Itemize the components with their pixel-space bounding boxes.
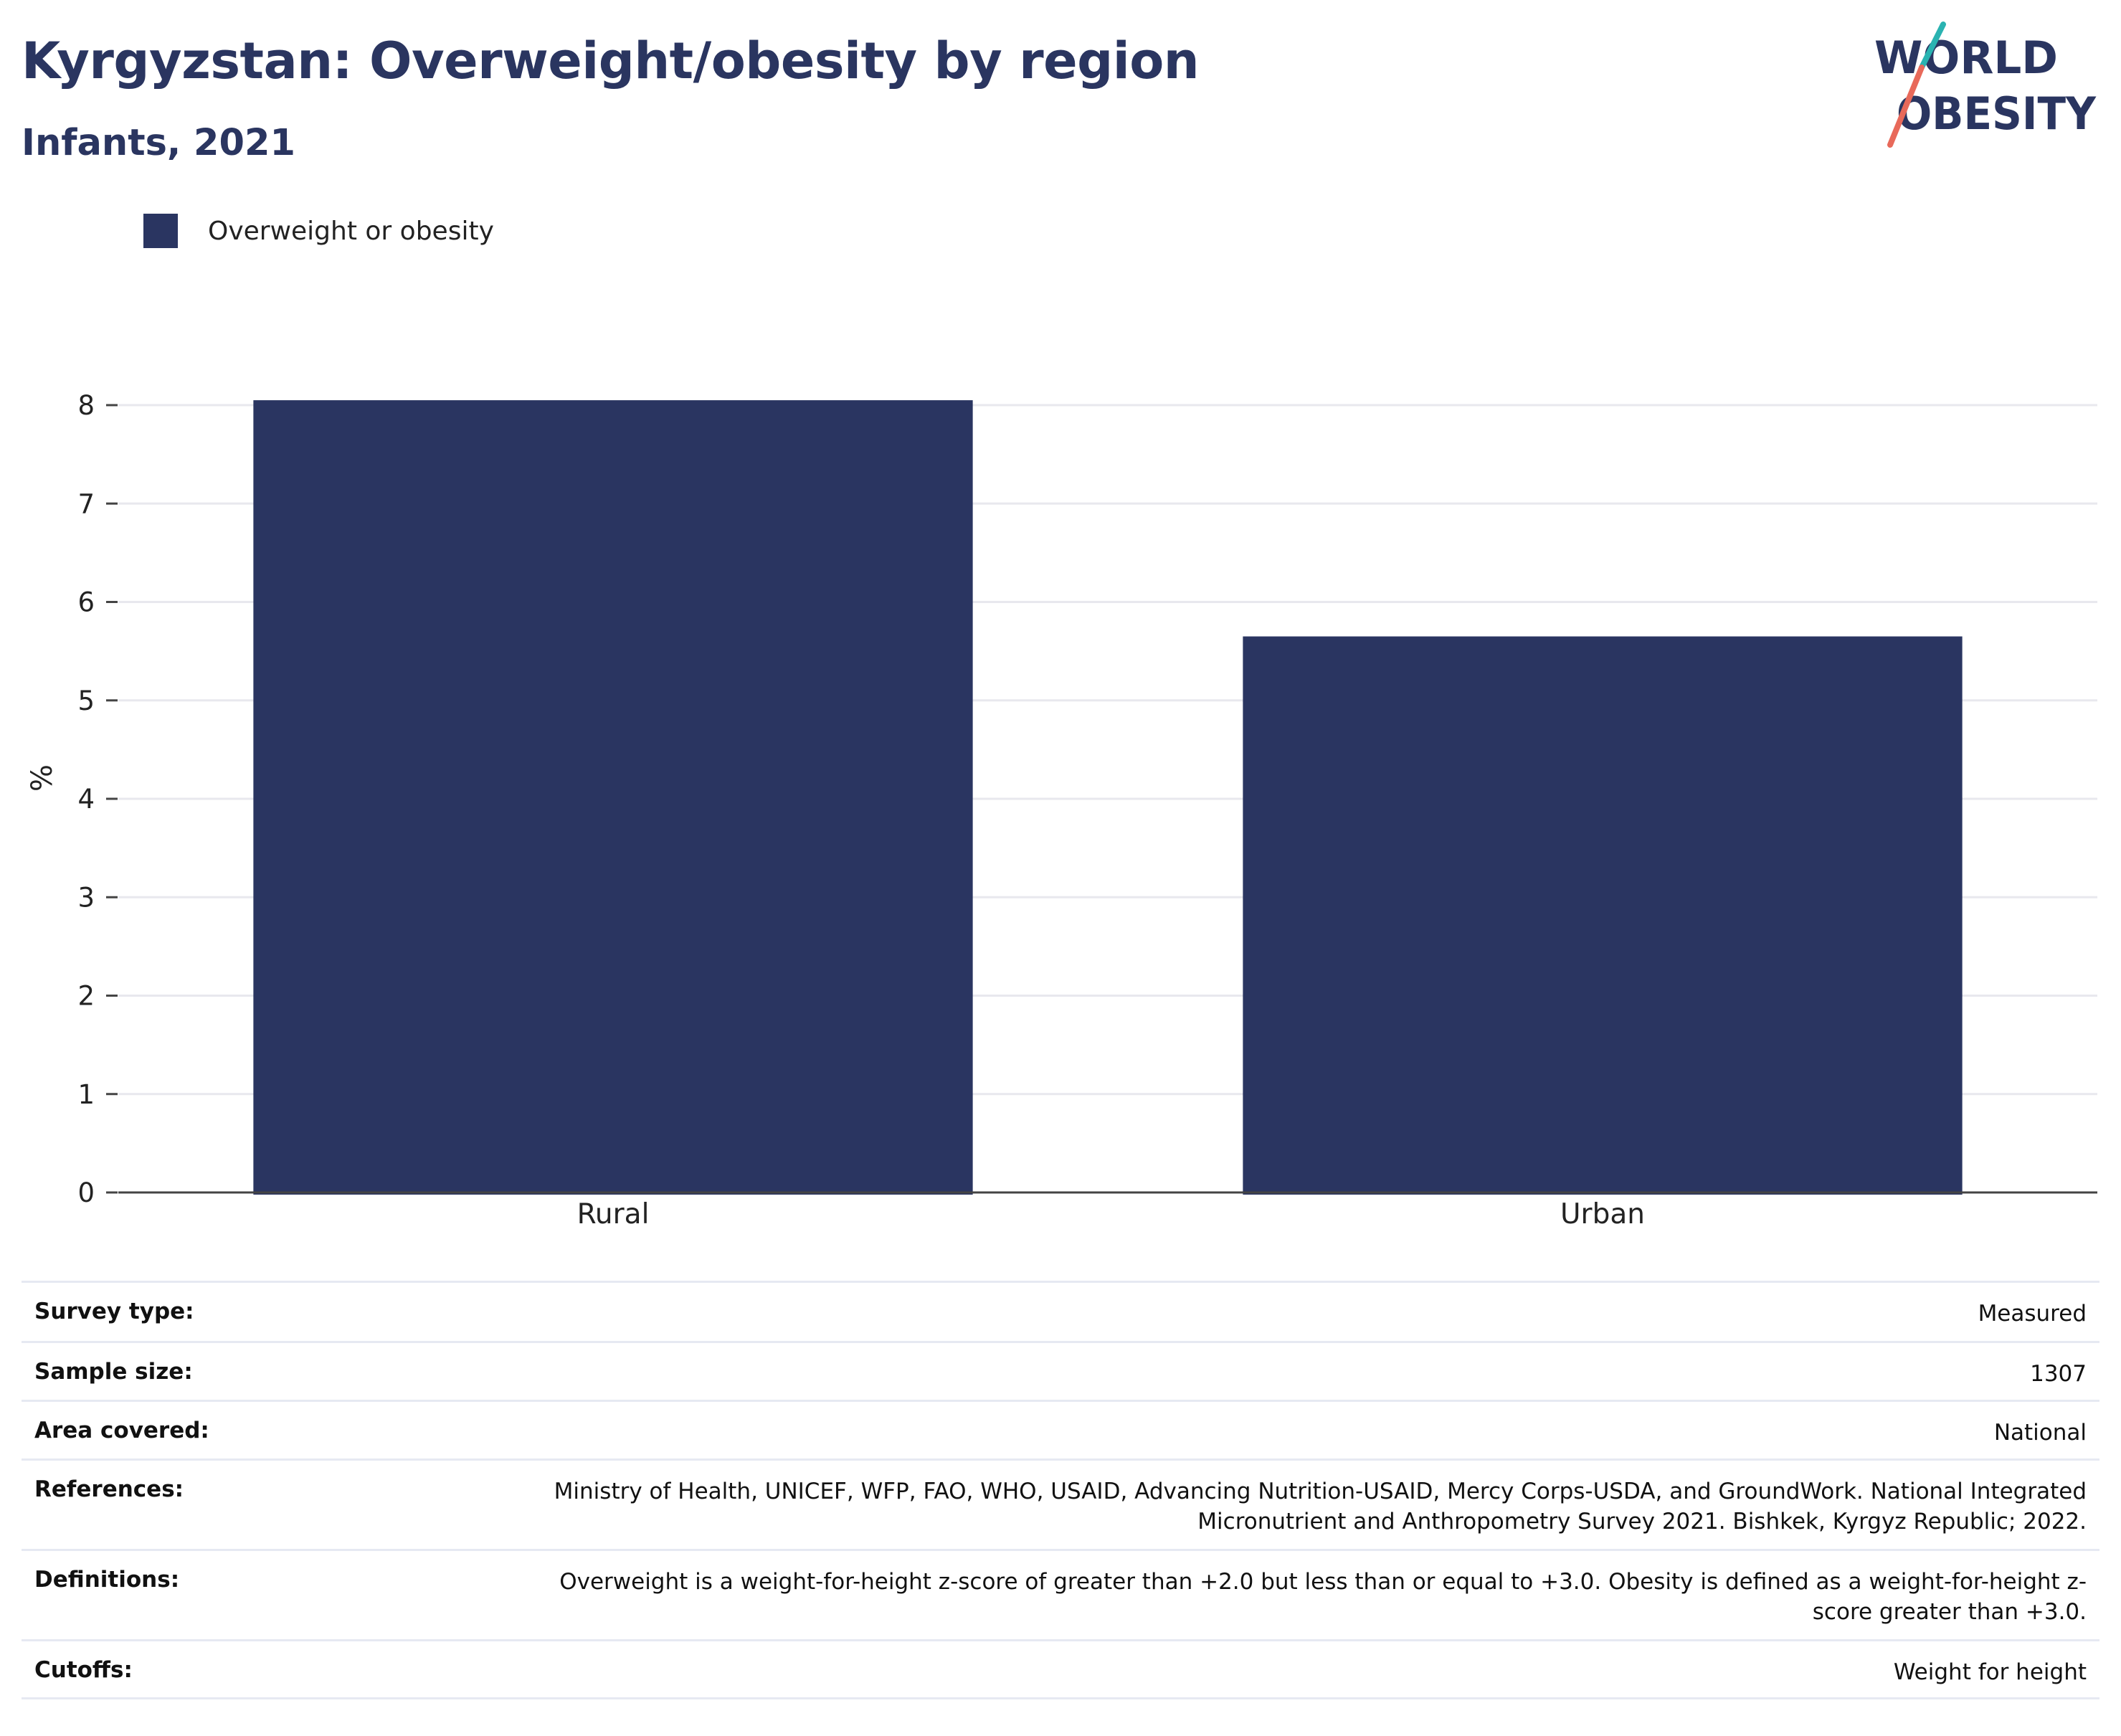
- world-obesity-logo: WORLD OBESITY: [1874, 22, 2097, 148]
- y-tick-label: 5: [77, 686, 95, 716]
- meta-value: Weight for height: [1893, 1659, 2087, 1685]
- y-axis-label: %: [26, 764, 59, 792]
- chart-legend: Overweight or obesity: [143, 212, 494, 250]
- meta-value: Measured: [1978, 1301, 2087, 1327]
- chart-title: Kyrgyzstan: Overweight/obesity by region: [22, 32, 1200, 90]
- meta-key: Cutoffs:: [34, 1657, 133, 1683]
- y-tick-label: 1: [77, 1079, 95, 1110]
- survey-info-table: Survey type: Measured Sample size: 1307 …: [22, 1281, 2099, 1699]
- bar-chart: 0 1 2 3 4 5 6 7 8 Rural Urban%: [26, 390, 2097, 1230]
- logo-slash-coral: [1887, 65, 1925, 148]
- meta-key: Definitions:: [34, 1567, 180, 1593]
- meta-value: Overweight is a weight-for-height z-scor…: [559, 1569, 2087, 1625]
- y-tick-label: 8: [77, 390, 95, 421]
- chart-subtitle: Infants, 2021: [22, 122, 296, 164]
- y-tick-label: 0: [77, 1177, 95, 1208]
- x-tick-label: Urban: [1560, 1198, 1645, 1230]
- meta-row-definitions: Definitions: Overweight is a weight-for-…: [22, 1549, 2099, 1639]
- meta-row-sample-size: Sample size: 1307: [22, 1341, 2099, 1400]
- y-tick-label: 6: [77, 587, 95, 618]
- logo-slash-teal: [1919, 22, 1946, 70]
- meta-row-cutoffs: Cutoffs: Weight for height: [22, 1639, 2099, 1699]
- y-tick-label: 4: [77, 784, 95, 815]
- legend-swatch: [143, 214, 178, 248]
- y-tick-label: 7: [77, 488, 95, 519]
- meta-row-survey-type: Survey type: Measured: [22, 1281, 2099, 1341]
- bar-rural: [253, 400, 973, 1195]
- meta-value: National: [1993, 1420, 2087, 1446]
- legend-label: Overweight or obesity: [208, 216, 494, 246]
- meta-value: Ministry of Health, UNICEF, WFP, FAO, WH…: [554, 1479, 2087, 1535]
- meta-row-area-covered: Area covered: National: [22, 1400, 2099, 1458]
- x-tick-label: Rural: [577, 1198, 650, 1230]
- meta-key: Sample size:: [34, 1359, 193, 1385]
- meta-key: References:: [34, 1476, 184, 1502]
- meta-row-references: References: Ministry of Health, UNICEF, …: [22, 1458, 2099, 1549]
- meta-key: Area covered:: [34, 1418, 209, 1443]
- meta-value: 1307: [2030, 1361, 2087, 1387]
- meta-key: Survey type:: [34, 1299, 194, 1324]
- y-tick-label: 2: [77, 981, 95, 1012]
- logo-text-world: WORLD: [1874, 32, 2058, 84]
- y-tick-label: 3: [77, 882, 95, 913]
- bar-urban: [1243, 636, 1963, 1195]
- logo-text-obesity: OBESITY: [1897, 87, 2097, 140]
